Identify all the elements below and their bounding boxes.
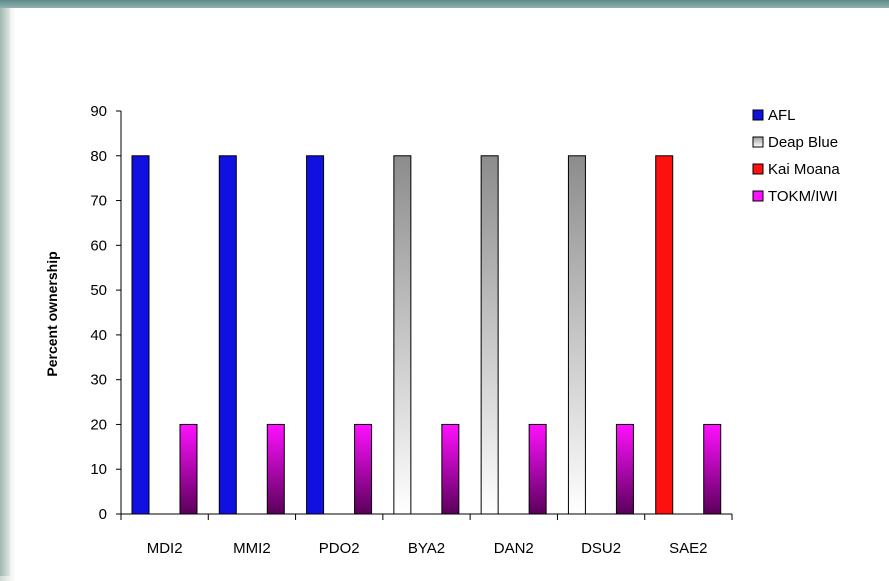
y-tick-label: 60 <box>90 237 107 254</box>
legend-swatch <box>752 190 764 202</box>
bar-afl-mdi2 <box>131 155 150 515</box>
y-tick-label: 40 <box>90 327 107 344</box>
y-tick-label: 50 <box>90 282 107 299</box>
x-category-label: MDI2 <box>147 540 183 557</box>
y-tick-label: 20 <box>90 416 107 433</box>
x-category-label: BYA2 <box>408 540 445 557</box>
legend-swatch <box>752 163 764 175</box>
bar-afl-pdo2 <box>306 155 325 515</box>
legend-label: Deap Blue <box>768 134 838 151</box>
y-tick-label: 0 <box>99 506 107 523</box>
legend: AFL Deap Blue Kai Moana TOKM/IWI <box>752 107 840 205</box>
slide-top-band <box>0 0 889 8</box>
x-category-label: DAN2 <box>494 540 534 557</box>
bar-kai-moana-sae2 <box>655 155 674 515</box>
legend-label: Kai Moana <box>768 161 840 178</box>
x-category-label: SAE2 <box>669 540 707 557</box>
bar-tokm-iwi-mdi2 <box>179 423 198 515</box>
bar-deap-blue-dsu2 <box>567 155 586 515</box>
x-category-label: MMI2 <box>233 540 271 557</box>
legend-label: AFL <box>768 107 796 124</box>
y-tick-label: 90 <box>90 103 107 120</box>
y-axis-title: Percent ownership <box>44 251 60 376</box>
bars <box>131 155 722 515</box>
bar-afl-mmi2 <box>218 155 237 515</box>
slide-left-band <box>0 8 10 576</box>
legend-swatch <box>752 136 764 148</box>
y-tick-label: 70 <box>90 193 107 210</box>
x-category-label: PDO2 <box>319 540 360 557</box>
axes: 0 10 20 30 40 50 60 70 80 90 MDI2 MMI2 PDO2 BYA2 DAN2 D… <box>90 103 733 557</box>
bar-deap-blue-bya2 <box>393 155 412 515</box>
legend-swatch <box>752 109 764 121</box>
bar-tokm-iwi-sae2 <box>703 423 722 515</box>
bar-tokm-iwi-dsu2 <box>615 423 634 515</box>
y-tick-label: 10 <box>90 461 107 478</box>
bar-tokm-iwi-mmi2 <box>266 423 285 515</box>
bar-tokm-iwi-pdo2 <box>354 423 373 515</box>
bar-tokm-iwi-bya2 <box>441 423 460 515</box>
bar-tokm-iwi-dan2 <box>528 423 547 515</box>
y-tick-label: 80 <box>90 148 107 165</box>
x-category-label: DSU2 <box>581 540 621 557</box>
bar-deap-blue-dan2 <box>480 155 499 515</box>
y-tick-label: 30 <box>90 372 107 389</box>
legend-label: TOKM/IWI <box>768 188 838 205</box>
